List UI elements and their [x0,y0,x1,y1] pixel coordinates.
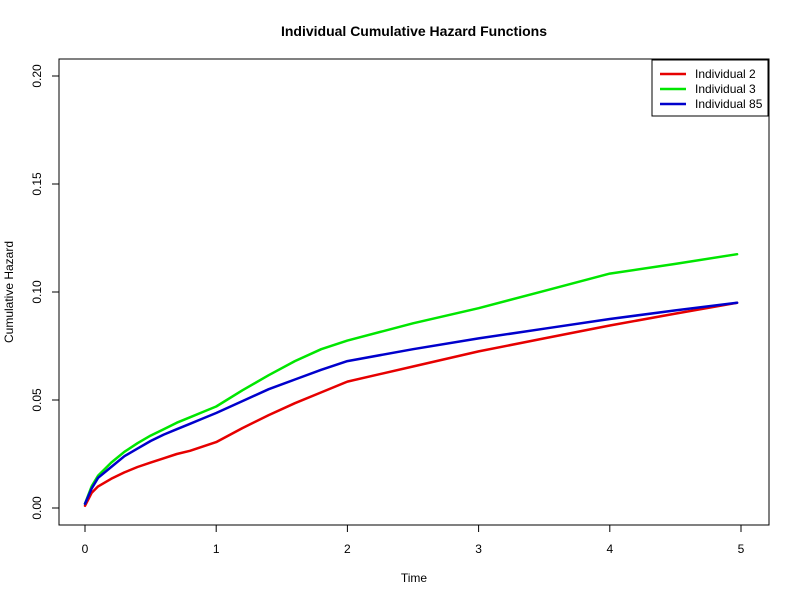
series-line-1 [83,301,739,508]
y-axis: 0.00 0.05 0.10 0.15 0.20 [30,64,60,520]
y-tick-label: 0.00 [30,496,44,520]
x-axis: 0 1 2 3 4 5 [82,524,745,556]
x-tick-label: 3 [475,542,482,556]
x-axis-label: Time [401,571,428,585]
x-tick-label: 1 [213,542,220,556]
y-tick-label: 0.20 [30,64,44,88]
x-tick-label: 5 [738,542,745,556]
legend-entry: Individual 3 [695,82,756,96]
y-tick-label: 0.05 [30,388,44,412]
y-tick-label: 0.10 [30,280,44,304]
series-line-2 [83,252,739,505]
series-line-3 [83,301,739,505]
x-tick-label: 2 [344,542,351,556]
x-tick-label: 0 [82,542,89,556]
x-tick-label: 4 [606,542,613,556]
legend-entry: Individual 2 [695,67,756,81]
series-layer [83,252,739,508]
legend-entry: Individual 85 [695,97,763,111]
chart-title: Individual Cumulative Hazard Functions [281,23,547,39]
y-tick-label: 0.15 [30,172,44,196]
y-axis-label: Cumulative Hazard [2,241,16,343]
